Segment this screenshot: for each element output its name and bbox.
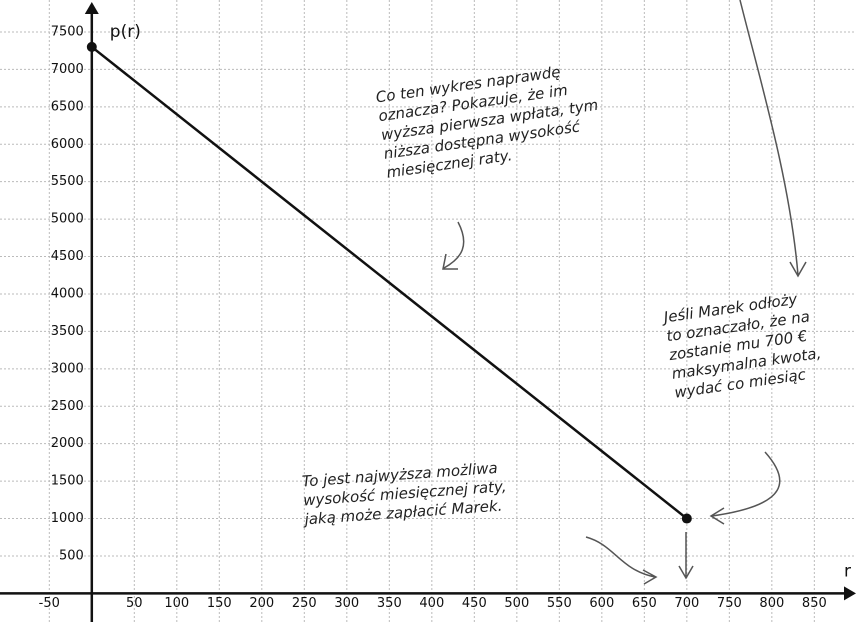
- arrow: [709, 451, 781, 525]
- y-tick-label: 4000: [51, 286, 84, 301]
- line: [91, 45, 688, 520]
- x-axis-label: r: [844, 561, 851, 581]
- point: [681, 513, 692, 524]
- x-tick-label: 350: [377, 596, 402, 611]
- x-tick-label: 550: [547, 596, 572, 611]
- y-tick-label: 3000: [51, 361, 84, 376]
- y-tick-label: 1000: [51, 511, 84, 526]
- x-tick-label: 400: [419, 596, 444, 611]
- x-tick-label: 150: [207, 596, 232, 611]
- y-tick-label: 5500: [51, 174, 84, 189]
- y-tick-label: 3500: [51, 324, 84, 339]
- x-tick-label: 600: [589, 596, 614, 611]
- x-tick-label: 500: [504, 596, 529, 611]
- x-tick-label: 200: [249, 596, 274, 611]
- annotation-arrows: [442, 0, 807, 585]
- arrow: [739, 0, 807, 278]
- x-axis-arrow: [844, 586, 856, 601]
- y-tick-label: 4500: [51, 249, 84, 264]
- y-tick-label: 2000: [51, 436, 84, 451]
- x-tick-label: -50: [39, 596, 60, 611]
- x-tick-label: 250: [292, 596, 317, 611]
- arrow: [442, 221, 465, 270]
- x-tick-label: 700: [674, 596, 699, 611]
- x-tick-label: 800: [759, 596, 784, 611]
- x-tick-label: 850: [802, 596, 827, 611]
- arrow: [678, 532, 694, 580]
- x-tick-label: 750: [717, 596, 742, 611]
- x-tick-label: 650: [632, 596, 657, 611]
- x-tick-label: 100: [164, 596, 189, 611]
- y-tick-label: 7500: [51, 24, 84, 39]
- y-tick-label: 500: [59, 548, 84, 563]
- y-tick-label: 5000: [51, 212, 84, 227]
- point: [86, 41, 97, 52]
- arrow: [585, 536, 658, 585]
- y-tick-label: 1500: [51, 474, 84, 489]
- y-tick-label: 2500: [51, 399, 84, 414]
- y-tick-label: 7000: [51, 62, 84, 77]
- x-tick-label: 450: [462, 596, 487, 611]
- y-axis-arrow: [84, 2, 99, 14]
- x-tick-label: 300: [334, 596, 359, 611]
- y-axis-label: p(r): [110, 22, 141, 42]
- y-tick-label: 6500: [51, 99, 84, 114]
- y-tick-label: 6000: [51, 137, 84, 152]
- x-tick-label: 50: [126, 596, 143, 611]
